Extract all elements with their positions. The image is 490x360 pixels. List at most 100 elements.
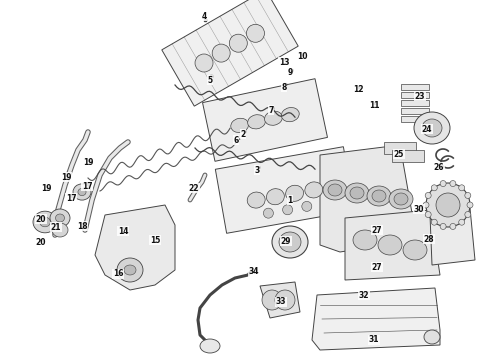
Ellipse shape (424, 330, 440, 344)
Text: 8: 8 (281, 82, 287, 91)
Text: 26: 26 (434, 162, 444, 171)
Text: 19: 19 (61, 172, 71, 181)
Ellipse shape (33, 211, 57, 233)
Ellipse shape (229, 34, 247, 52)
Text: 6: 6 (233, 135, 239, 144)
Ellipse shape (440, 224, 446, 229)
Ellipse shape (267, 189, 284, 205)
Ellipse shape (78, 188, 86, 195)
Ellipse shape (200, 339, 220, 353)
Text: 13: 13 (279, 58, 289, 67)
Ellipse shape (423, 202, 429, 208)
Ellipse shape (440, 181, 446, 186)
Ellipse shape (73, 184, 91, 200)
Text: 17: 17 (82, 181, 92, 190)
Ellipse shape (283, 205, 293, 215)
Text: 27: 27 (372, 262, 382, 271)
Polygon shape (260, 282, 300, 318)
Text: 34: 34 (249, 267, 259, 276)
Ellipse shape (436, 193, 460, 217)
Text: 24: 24 (422, 125, 432, 134)
Ellipse shape (305, 182, 323, 198)
Polygon shape (202, 79, 327, 161)
Ellipse shape (247, 115, 266, 129)
Text: 25: 25 (394, 149, 404, 158)
Polygon shape (320, 145, 415, 252)
Ellipse shape (422, 119, 442, 137)
Text: 1: 1 (287, 195, 293, 204)
Ellipse shape (372, 190, 386, 202)
Text: 28: 28 (424, 234, 434, 243)
Text: 21: 21 (51, 222, 61, 231)
Ellipse shape (414, 112, 450, 144)
Ellipse shape (55, 214, 65, 222)
Text: 12: 12 (353, 85, 363, 94)
Ellipse shape (378, 235, 402, 255)
Ellipse shape (467, 202, 473, 208)
Text: 32: 32 (359, 291, 369, 300)
Text: 14: 14 (118, 226, 128, 235)
Text: 5: 5 (207, 76, 213, 85)
Ellipse shape (431, 185, 437, 191)
Text: 2: 2 (241, 130, 245, 139)
Text: 3: 3 (254, 166, 260, 175)
Ellipse shape (450, 181, 456, 186)
Ellipse shape (124, 265, 136, 275)
Ellipse shape (426, 183, 470, 227)
Text: 17: 17 (66, 194, 76, 202)
Polygon shape (312, 288, 440, 350)
Ellipse shape (247, 192, 265, 208)
Ellipse shape (345, 183, 369, 203)
Bar (392, 150, 424, 162)
Ellipse shape (353, 230, 377, 250)
Ellipse shape (231, 118, 248, 132)
Ellipse shape (403, 240, 427, 260)
Ellipse shape (367, 186, 391, 206)
Bar (401, 100, 429, 106)
Text: 11: 11 (369, 100, 379, 109)
Text: 10: 10 (297, 51, 307, 60)
Ellipse shape (431, 219, 437, 225)
Ellipse shape (50, 209, 70, 227)
Ellipse shape (302, 201, 312, 211)
Text: 31: 31 (369, 336, 379, 345)
Ellipse shape (389, 189, 413, 209)
Ellipse shape (465, 193, 471, 198)
Text: 29: 29 (281, 237, 291, 246)
Text: 23: 23 (415, 91, 425, 100)
Polygon shape (95, 205, 175, 290)
Ellipse shape (279, 232, 301, 252)
Text: 15: 15 (150, 235, 160, 244)
Ellipse shape (323, 180, 347, 200)
Text: 30: 30 (414, 204, 424, 213)
Bar (401, 108, 429, 114)
Ellipse shape (350, 187, 364, 199)
Bar (384, 142, 416, 154)
Ellipse shape (286, 185, 304, 201)
Text: 33: 33 (276, 297, 286, 306)
Ellipse shape (52, 223, 68, 237)
Polygon shape (430, 208, 475, 265)
Ellipse shape (246, 24, 265, 42)
Ellipse shape (459, 185, 465, 191)
Text: 9: 9 (287, 68, 293, 77)
Text: 20: 20 (36, 215, 46, 224)
Ellipse shape (275, 290, 295, 310)
Ellipse shape (465, 212, 471, 217)
Ellipse shape (262, 290, 282, 310)
Ellipse shape (425, 193, 431, 198)
Ellipse shape (281, 108, 299, 122)
Bar (401, 84, 429, 90)
Ellipse shape (328, 184, 342, 196)
Text: 7: 7 (269, 105, 274, 114)
Text: 19: 19 (41, 184, 51, 193)
Polygon shape (215, 147, 355, 233)
Ellipse shape (195, 54, 213, 72)
Text: 22: 22 (189, 184, 199, 193)
Bar (401, 116, 429, 122)
Text: 19: 19 (83, 158, 93, 166)
Ellipse shape (272, 226, 308, 258)
Text: 27: 27 (372, 225, 382, 234)
Text: 4: 4 (201, 12, 207, 21)
Polygon shape (162, 0, 298, 106)
